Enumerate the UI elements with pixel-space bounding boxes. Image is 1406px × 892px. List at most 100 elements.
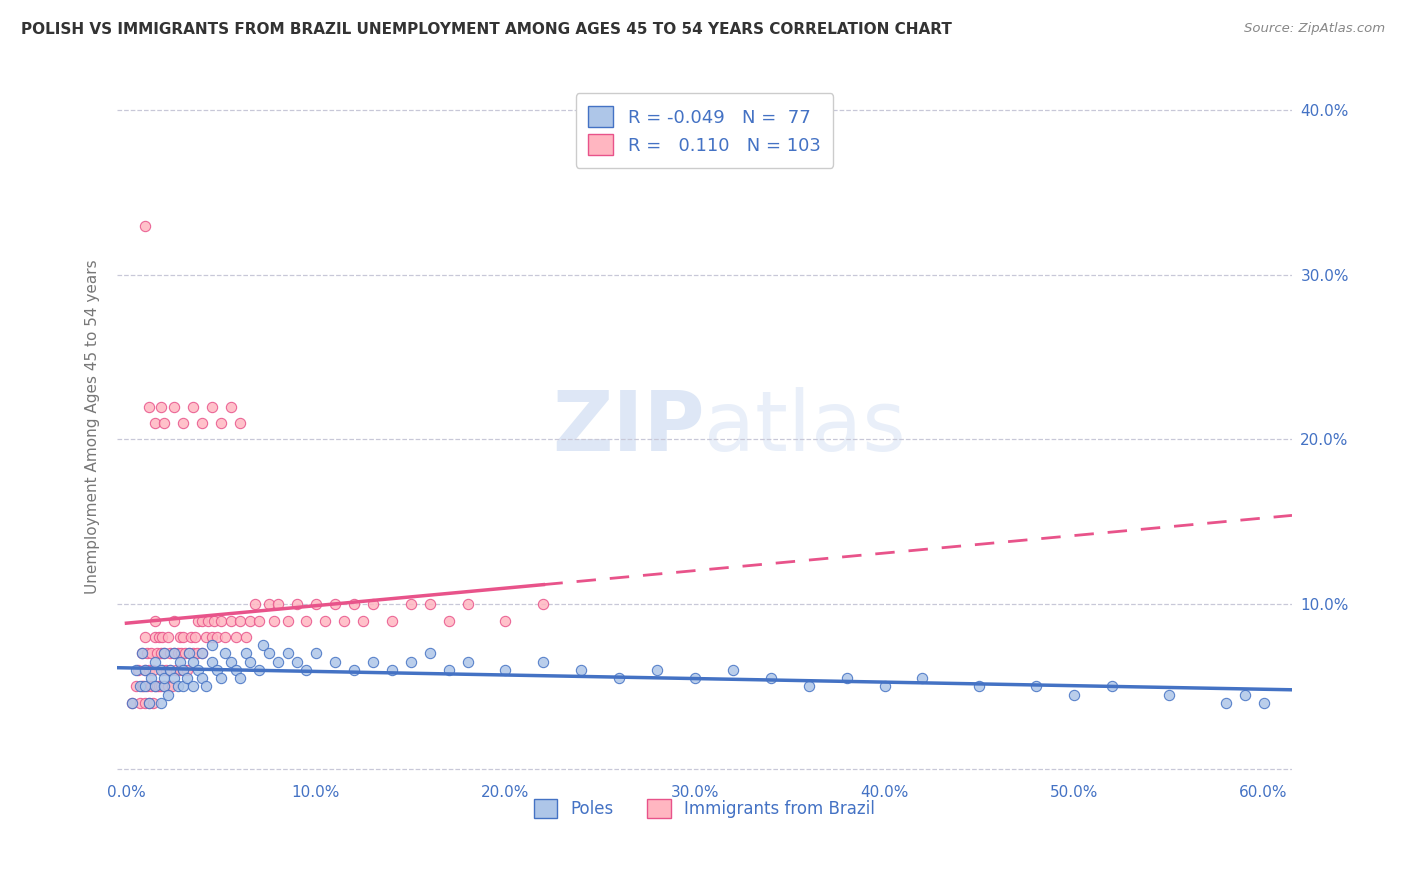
Point (191, 614, 214, 628)
Point (295, 663, 318, 677)
Point (239, 614, 262, 628)
Point (159, 663, 181, 677)
Point (127, 663, 149, 677)
Point (148, 679, 170, 693)
Point (134, 219, 156, 233)
Point (235, 647, 257, 661)
Point (495, 614, 517, 628)
Point (180, 630, 202, 644)
Point (219, 655, 242, 669)
Point (201, 400, 224, 414)
Point (136, 647, 159, 661)
Point (305, 597, 328, 611)
Point (225, 630, 247, 644)
Point (197, 614, 219, 628)
Point (131, 647, 153, 661)
Point (1233, 688, 1256, 702)
Point (177, 647, 200, 661)
Point (160, 679, 183, 693)
Point (277, 647, 299, 661)
Point (247, 614, 270, 628)
Point (172, 679, 194, 693)
Point (131, 679, 153, 693)
Point (361, 597, 384, 611)
Point (314, 614, 336, 628)
Point (252, 638, 274, 652)
Point (125, 663, 148, 677)
Point (263, 614, 285, 628)
Point (399, 597, 422, 611)
Text: ZIP: ZIP (553, 386, 704, 467)
Point (191, 647, 214, 661)
Point (835, 671, 858, 685)
Point (165, 663, 187, 677)
Point (1157, 688, 1180, 702)
Point (267, 597, 290, 611)
Point (186, 647, 208, 661)
Point (153, 671, 176, 685)
Point (759, 671, 782, 685)
Point (361, 655, 384, 669)
Point (181, 400, 204, 414)
Point (437, 614, 460, 628)
Point (295, 614, 318, 628)
Point (149, 696, 172, 710)
Point (419, 647, 441, 661)
Point (134, 663, 156, 677)
Point (437, 663, 460, 677)
Point (166, 679, 188, 693)
Point (157, 688, 180, 702)
Point (323, 655, 346, 669)
Point (157, 679, 180, 693)
Text: POLISH VS IMMIGRANTS FROM BRAZIL UNEMPLOYMENT AMONG AGES 45 TO 54 YEARS CORRELAT: POLISH VS IMMIGRANTS FROM BRAZIL UNEMPLO… (21, 22, 952, 37)
Point (128, 679, 150, 693)
Point (139, 671, 162, 685)
Point (202, 614, 225, 628)
Point (149, 647, 172, 661)
Point (191, 671, 214, 685)
Point (1215, 696, 1237, 710)
Point (157, 630, 180, 644)
Point (153, 679, 176, 693)
Point (159, 663, 181, 677)
Point (181, 655, 204, 669)
Point (873, 679, 896, 693)
Point (153, 647, 176, 661)
Point (152, 663, 174, 677)
Point (145, 647, 167, 661)
Point (195, 630, 218, 644)
Point (214, 647, 236, 661)
Point (1063, 688, 1085, 702)
Point (139, 679, 162, 693)
Point (257, 597, 280, 611)
Point (139, 647, 162, 661)
Point (229, 671, 252, 685)
Point (333, 614, 356, 628)
Point (1101, 679, 1123, 693)
Point (343, 663, 366, 677)
Point (201, 655, 224, 669)
Point (131, 647, 153, 661)
Point (1025, 679, 1047, 693)
Point (457, 597, 479, 611)
Point (531, 597, 554, 611)
Point (219, 400, 242, 414)
Point (155, 663, 177, 677)
Point (176, 671, 198, 685)
Point (797, 679, 820, 693)
Point (153, 647, 176, 661)
Point (285, 655, 308, 669)
Point (191, 647, 214, 661)
Text: Source: ZipAtlas.com: Source: ZipAtlas.com (1244, 22, 1385, 36)
Point (209, 671, 232, 685)
Point (531, 655, 554, 669)
Point (209, 416, 232, 430)
Point (163, 647, 186, 661)
Point (163, 614, 186, 628)
Point (419, 597, 441, 611)
Point (163, 647, 186, 661)
Point (195, 679, 218, 693)
Point (183, 630, 205, 644)
Point (134, 663, 156, 677)
Point (166, 647, 188, 661)
